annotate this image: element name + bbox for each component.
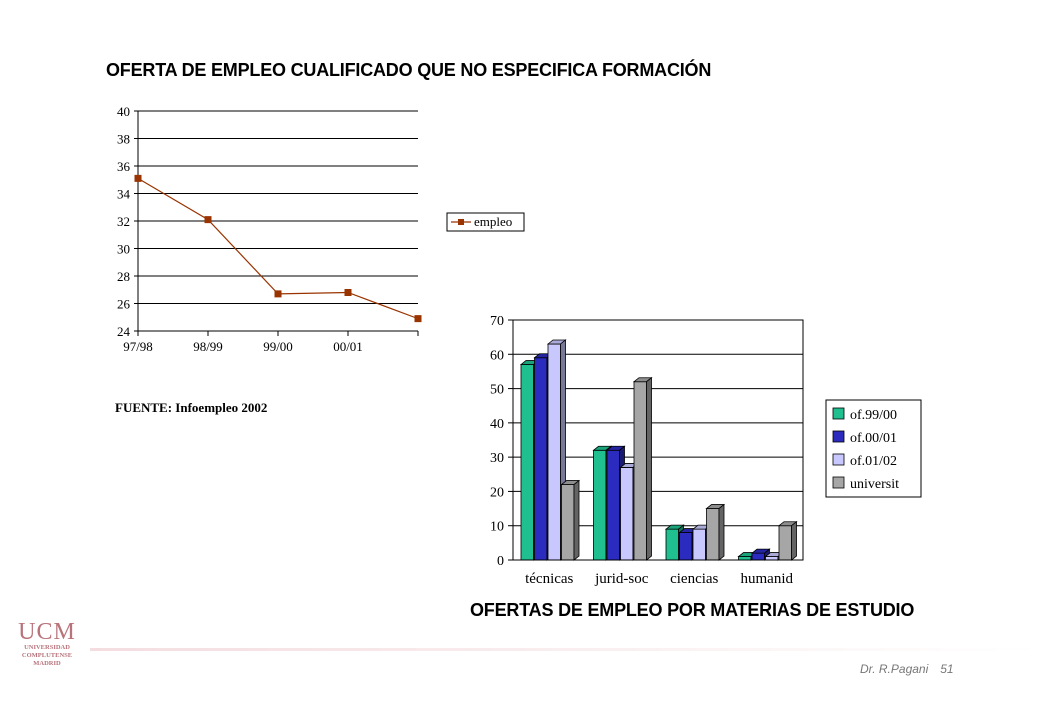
line-chart-ytick-label: 24 — [117, 324, 131, 339]
footer-author: Dr. R.Pagani — [860, 662, 929, 676]
line-chart-xtick-label: 99/00 — [263, 339, 293, 354]
bar-chart-bar — [620, 467, 634, 561]
bar-chart-ytick-label: 70 — [490, 314, 504, 329]
line-chart-point — [414, 315, 422, 323]
bar-chart-bar-side — [718, 503, 725, 561]
line-chart-ytick-label: 32 — [117, 214, 130, 229]
line-chart-xtick-label: 97/98 — [123, 339, 153, 354]
line-chart-legend-swatch-marker — [458, 219, 464, 225]
footer-page-number: 51 — [940, 662, 954, 676]
bar-chart-ytick-label: 10 — [490, 520, 504, 535]
bar-chart-xtick-label: humanid — [741, 571, 794, 587]
bar-chart: 0 10 20 30 40 50 60 70 técnicas jurid-soc ciencias… — [490, 314, 922, 587]
bar-chart-bar — [593, 449, 607, 561]
bar-chart-bar — [679, 532, 693, 561]
line-chart-legend-box — [446, 212, 525, 232]
bar-chart-bar — [665, 528, 679, 561]
bar-chart-ytick-label: 40 — [490, 417, 504, 432]
bar-chart-bar — [520, 364, 534, 561]
line-chart-ytick-label: 36 — [117, 159, 131, 174]
bar-chart-xtick-label: técnicas — [525, 571, 573, 587]
bar-chart-bar — [547, 343, 561, 561]
line-chart-title: OFERTA DE EMPLEO CUALIFICADO QUE NO ESPE… — [106, 60, 712, 80]
footer: Dr. R.Pagani 51 — [860, 662, 954, 676]
bar-chart-bar-side — [791, 520, 797, 561]
bar-chart-legend-swatch — [832, 407, 845, 420]
bar-chart-legend-label: universit — [850, 477, 899, 492]
bar-chart-legend-swatch — [832, 476, 845, 489]
logo-line2: COMPLUTENSE — [21, 652, 73, 659]
bar-chart-bar — [738, 556, 752, 561]
bar-chart-bar — [633, 381, 647, 561]
bar-chart-legend-swatch — [832, 430, 845, 443]
bar-chart-bar — [561, 484, 575, 561]
line-chart-ytick-label: 40 — [117, 104, 130, 119]
line-chart-ytick-label: 38 — [117, 132, 130, 147]
bar-chart-legend-label: of.00/01 — [850, 431, 897, 446]
bar-chart-xtick-label: jurid-soc — [594, 571, 649, 587]
bar-chart-bar — [606, 449, 620, 561]
bar-chart-bar — [778, 525, 792, 561]
line-chart-point — [204, 216, 212, 224]
bar-chart-bar — [534, 357, 548, 561]
bar-chart-legend-label: of.01/02 — [850, 454, 897, 469]
bar-chart-bar — [706, 508, 720, 561]
bar-chart-legend-label: of.99/00 — [850, 408, 897, 423]
line-chart: 24 26 28 30 32 34 36 38 40 97/98 98/99 99/00 00/01 em… — [117, 104, 525, 354]
bar-chart-xtick-label: ciencias — [670, 571, 718, 587]
bar-chart-ytick-label: 20 — [490, 485, 504, 500]
bar-chart-bar-side — [646, 376, 652, 561]
line-chart-xtick-label: 00/01 — [333, 339, 363, 354]
bar-chart-ytick-label: 0 — [497, 554, 504, 569]
bar-chart-ytick-label: 30 — [490, 451, 504, 466]
line-chart-legend-label: empleo — [474, 214, 512, 229]
footer-divider — [90, 648, 1040, 651]
line-chart-point — [344, 289, 352, 296]
line-chart-point — [274, 290, 282, 298]
logo-line3: MADRID — [33, 660, 61, 667]
bar-chart-legend-swatch — [832, 453, 845, 466]
line-chart-ytick-label: 26 — [117, 297, 131, 312]
bar-chart-ytick-label: 60 — [490, 348, 504, 363]
bar-chart-bar — [765, 556, 779, 561]
line-chart-ytick-label: 28 — [117, 269, 130, 284]
logo-main: UCM — [18, 619, 76, 645]
line-chart-ytick-label: 30 — [117, 242, 130, 257]
bar-chart-bar-side — [573, 479, 580, 561]
line-chart-point — [134, 174, 142, 182]
logo-line1: UNIVERSIDAD — [24, 644, 70, 651]
bar-chart-bar — [751, 552, 765, 561]
line-chart-ytick-label: 34 — [117, 187, 131, 202]
source-note: FUENTE: Infoempleo 2002 — [115, 400, 268, 415]
bar-chart-title: OFERTAS DE EMPLEO POR MATERIAS DE ESTUDI… — [470, 600, 915, 620]
line-chart-xtick-label: 98/99 — [193, 339, 223, 354]
ucm-logo: UCM UNIVERSIDAD COMPLUTENSE MADRID — [12, 620, 82, 680]
bar-chart-ytick-label: 50 — [490, 383, 504, 398]
bar-chart-bar — [692, 528, 706, 561]
